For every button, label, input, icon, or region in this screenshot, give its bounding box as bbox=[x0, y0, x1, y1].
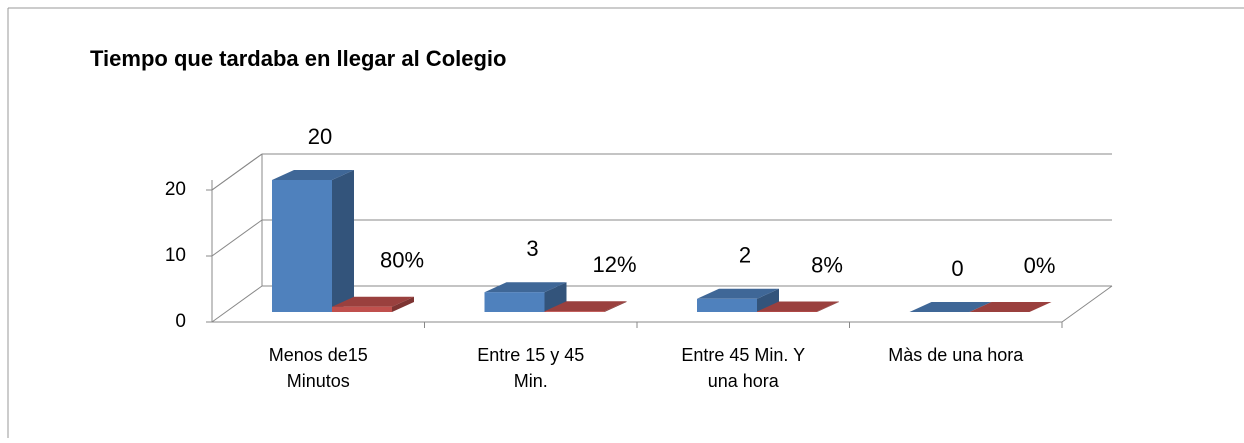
floor-edge bbox=[1061, 285, 1113, 323]
data-label: 8% bbox=[811, 252, 843, 277]
bar-side bbox=[332, 170, 354, 312]
bar-side bbox=[544, 282, 567, 312]
y-tick-label: 20 bbox=[165, 179, 186, 200]
x-tick-label: Menos de15 Minutos bbox=[269, 345, 368, 391]
bar-top bbox=[757, 301, 839, 312]
bar-side bbox=[757, 288, 779, 312]
bar bbox=[332, 296, 414, 312]
x-tick-label: Entre 15 y 45 Min. bbox=[477, 345, 584, 391]
bar-top bbox=[544, 301, 627, 312]
bar-front bbox=[697, 298, 757, 312]
x-tick-label: Màs de una hora bbox=[888, 345, 1024, 365]
bar-front bbox=[332, 306, 392, 312]
bar-top bbox=[969, 302, 1052, 312]
chart-title: Tiempo que tardaba en llegar al Colegio bbox=[90, 46, 506, 71]
data-label: 2 bbox=[739, 243, 751, 268]
bar bbox=[909, 302, 992, 312]
bar-front bbox=[757, 311, 817, 312]
bar-top bbox=[909, 302, 992, 312]
bar bbox=[969, 302, 1052, 312]
bar-top bbox=[332, 296, 414, 307]
bar-top bbox=[484, 282, 567, 293]
bar-side bbox=[604, 301, 627, 312]
grid-line bbox=[211, 219, 263, 257]
grid-line bbox=[211, 285, 263, 323]
bar-top bbox=[272, 170, 354, 180]
grid-line bbox=[211, 153, 263, 191]
bar bbox=[757, 301, 839, 312]
bar-side bbox=[392, 296, 414, 312]
data-label: 3 bbox=[526, 236, 538, 261]
bar-front bbox=[484, 292, 545, 312]
y-tick-label: 0 bbox=[175, 311, 186, 332]
bar-top bbox=[697, 288, 779, 299]
bar-side bbox=[817, 301, 839, 312]
bar bbox=[697, 288, 779, 312]
data-label: 12% bbox=[592, 252, 636, 277]
bar bbox=[272, 170, 354, 312]
bar-front bbox=[544, 311, 605, 312]
bar bbox=[484, 282, 567, 312]
data-label: 20 bbox=[308, 124, 332, 149]
bar-front bbox=[272, 180, 332, 312]
y-tick-label: 10 bbox=[165, 245, 186, 266]
data-label: 80% bbox=[380, 248, 424, 273]
bar bbox=[544, 301, 627, 312]
data-label: 0 bbox=[951, 256, 963, 281]
data-label: 0% bbox=[1024, 253, 1056, 278]
